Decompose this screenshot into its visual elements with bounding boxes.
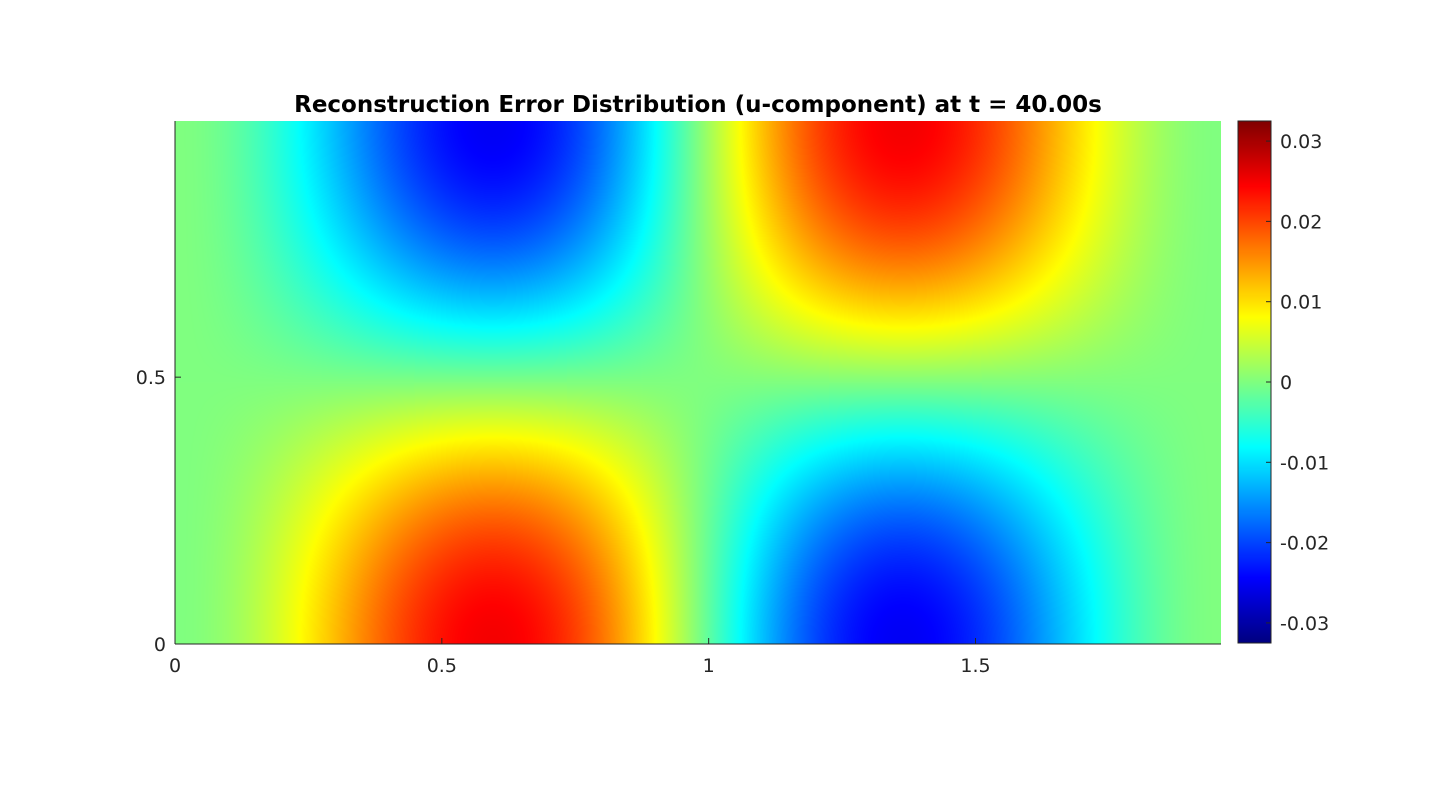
axes: 0 0.5 1 1.5 0 0.5	[136, 121, 1221, 677]
colorbar-tick-label: 0.03	[1280, 131, 1322, 153]
heatmap-area	[175, 121, 1221, 644]
colorbar-tick-label: 0	[1280, 372, 1292, 394]
x-tick-label: 1	[703, 655, 715, 677]
colorbar-tick-label: -0.03	[1280, 613, 1329, 635]
x-tick-label: 1.5	[960, 655, 990, 677]
heatmap-canvas	[175, 121, 1221, 644]
y-tick-label: 0	[154, 634, 166, 656]
x-tick-label: 0	[169, 655, 181, 677]
colorbar	[1238, 121, 1271, 643]
x-tick-label: 0.5	[427, 655, 457, 677]
colorbar-canvas	[1238, 121, 1271, 643]
chart-title: Reconstruction Error Distribution (u-com…	[294, 92, 1102, 118]
colorbar-tick-label: -0.02	[1280, 533, 1329, 555]
colorbar-tick-label: 0.01	[1280, 292, 1322, 314]
colorbar-tick-label: 0.02	[1280, 211, 1322, 233]
y-tick-label: 0.5	[136, 367, 166, 389]
colorbar-axis: 0.03 0.02 0.01 0 -0.01 -0.02 -0.03	[1237, 120, 1329, 644]
colorbar-tick-label: -0.01	[1280, 452, 1329, 474]
